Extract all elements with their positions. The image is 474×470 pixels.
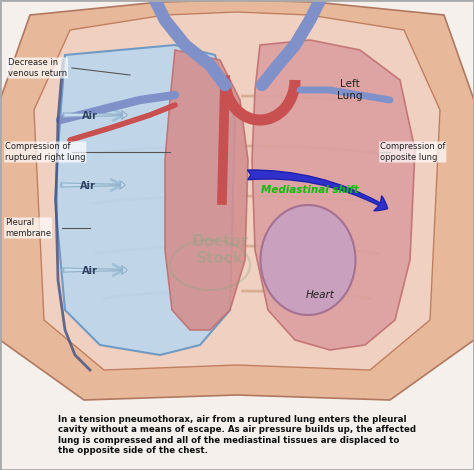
Polygon shape (0, 0, 474, 400)
Text: Heart: Heart (306, 290, 335, 300)
Text: Compression of
ruptured right lung: Compression of ruptured right lung (5, 142, 85, 162)
Polygon shape (55, 45, 235, 355)
Text: Pleural
membrane: Pleural membrane (5, 218, 51, 238)
Polygon shape (252, 40, 415, 350)
Text: Doctor
Stock: Doctor Stock (191, 234, 249, 266)
Text: Air: Air (82, 266, 98, 276)
Text: Air: Air (82, 111, 98, 121)
Polygon shape (165, 50, 248, 330)
Text: In a tension pneumothorax, air from a ruptured lung enters the pleural
cavity wi: In a tension pneumothorax, air from a ru… (58, 415, 416, 455)
Text: Compression of
opposite lung: Compression of opposite lung (380, 142, 446, 162)
Ellipse shape (261, 205, 356, 315)
Text: Mediastinal shift: Mediastinal shift (261, 185, 359, 195)
Text: Left
Lung: Left Lung (337, 79, 363, 101)
Text: Decrease in
venous return: Decrease in venous return (8, 58, 67, 78)
Text: Air: Air (80, 181, 96, 191)
Polygon shape (34, 12, 440, 370)
